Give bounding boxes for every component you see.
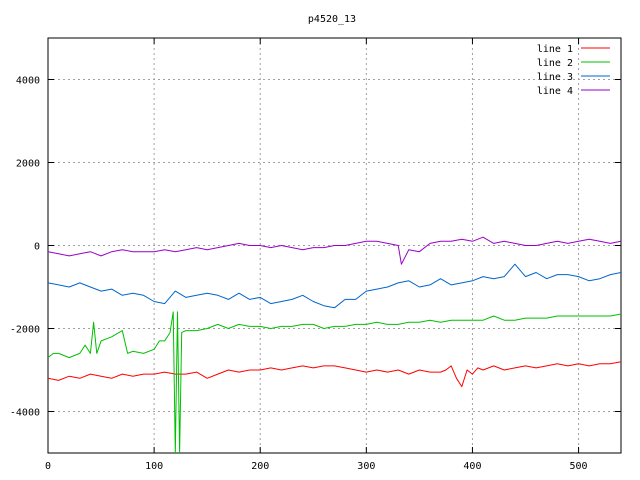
series-layer [48,236,621,453]
series-line-line-3 [48,263,621,309]
x-tick-label: 500 [570,461,588,472]
series-line-line-1 [48,361,621,388]
chart-title: p4520_13 [308,14,356,25]
y-tick-label: 2000 [16,159,40,170]
legend-label-line-3: line 3 [537,72,573,83]
y-tick-label: 0 [34,242,40,253]
legend-label-line-2: line 2 [537,58,573,69]
axis-layer: 0 100 200 300 400 500 -4000 -2000 0 2000 4000 [10,37,622,472]
y-tick-label: 4000 [16,76,40,87]
legend: line 1 line 2 line 3 line 4 [537,44,610,97]
x-tick-label: 100 [145,461,163,472]
x-tick-label: 300 [357,461,375,472]
series-line-line-4 [48,236,621,265]
y-tick-label: -2000 [10,325,40,336]
x-tick-label: 0 [45,461,51,472]
legend-label-line-4: line 4 [537,86,573,97]
grid-layer [48,38,621,453]
y-tick-label: -4000 [10,408,40,419]
series-line-line-2 [48,311,621,453]
x-tick-label: 400 [463,461,481,472]
legend-label-line-1: line 1 [537,44,573,55]
x-tick-label: 200 [251,461,269,472]
